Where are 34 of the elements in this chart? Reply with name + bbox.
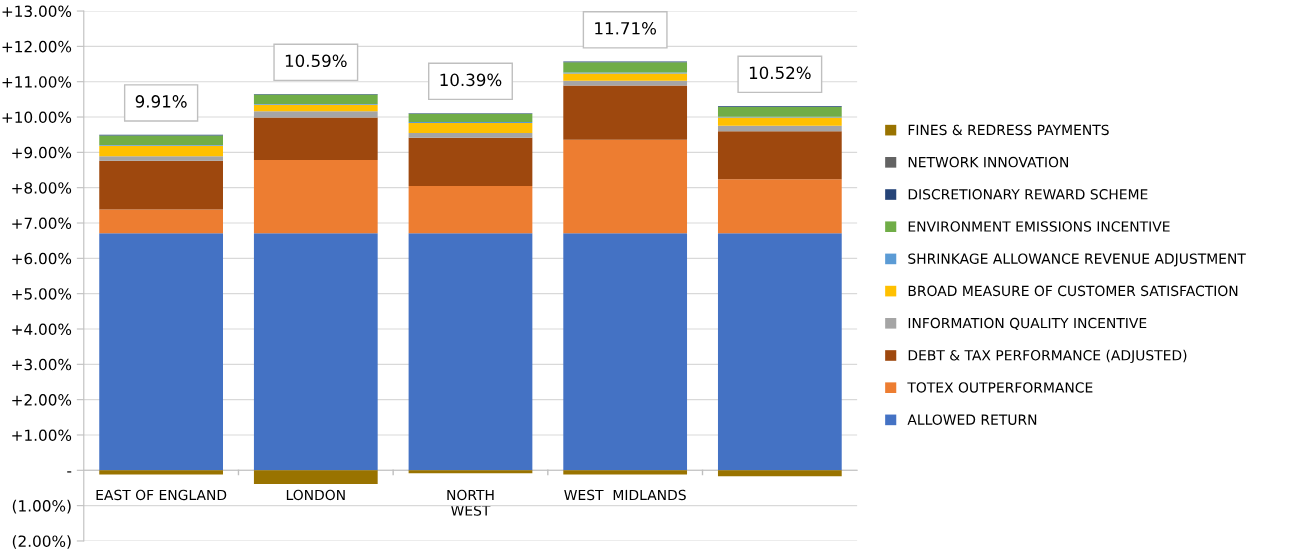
legend-label: BROAD MEASURE OF CUSTOMER SATISFACTION xyxy=(908,285,1238,297)
y-tick-label: (1.00%) xyxy=(12,499,71,514)
y-tick-label: +9.00% xyxy=(12,146,72,159)
x-tick-label: LONDON xyxy=(286,489,345,501)
y-tick-label: - xyxy=(67,471,72,473)
x-tick-label: WEST MIDLANDS xyxy=(564,489,686,501)
legend-label: ENVIRONMENT EMISSIONS INCENTIVE xyxy=(908,221,1170,232)
annotation: 11.71% xyxy=(595,21,657,35)
y-tick-label: +3.00% xyxy=(12,358,72,371)
annotation: 10.39% xyxy=(440,73,502,87)
legend-label: SHRINKAGE ALLOWANCE REVENUE ADJUSTMENT xyxy=(908,253,1246,267)
annotation: 9.91% xyxy=(135,95,187,108)
y-tick-label: +13.00% xyxy=(2,5,72,18)
y-tick-label: +8.00% xyxy=(12,182,72,194)
y-tick-label: +11.00% xyxy=(2,76,72,88)
y-tick-label: (2.00%) xyxy=(12,535,71,549)
legend-label: ALLOWED RETURN xyxy=(907,414,1037,425)
legend-label: DISCRETIONARY REWARD SCHEME xyxy=(908,189,1148,200)
x-tick-label: EAST OF ENGLAND xyxy=(96,489,227,501)
legend-label: FINES & REDRESS PAYMENTS xyxy=(908,124,1109,136)
y-tick-label: +2.00% xyxy=(12,394,72,406)
y-tick-label: +12.00% xyxy=(2,40,72,53)
legend-label: NETWORK INNOVATION xyxy=(908,156,1068,168)
y-tick-label: +7.00% xyxy=(12,217,72,230)
y-tick-label: +4.00% xyxy=(12,323,72,336)
y-tick-label: +10.00% xyxy=(2,111,72,124)
y-tick-label: +1.00% xyxy=(12,429,72,441)
annotation: 10.59% xyxy=(285,54,347,68)
legend-label: INFORMATION QUALITY INCENTIVE xyxy=(908,317,1147,330)
y-tick-label: +5.00% xyxy=(12,288,72,300)
legend-label: DEBT & TAX PERFORMANCE (ADJUSTED) xyxy=(908,349,1187,364)
annotation: 10.52% xyxy=(749,66,811,80)
y-tick-label: +6.00% xyxy=(12,252,72,265)
legend-label: TOTEX OUTPERFORMANCE xyxy=(907,382,1093,393)
